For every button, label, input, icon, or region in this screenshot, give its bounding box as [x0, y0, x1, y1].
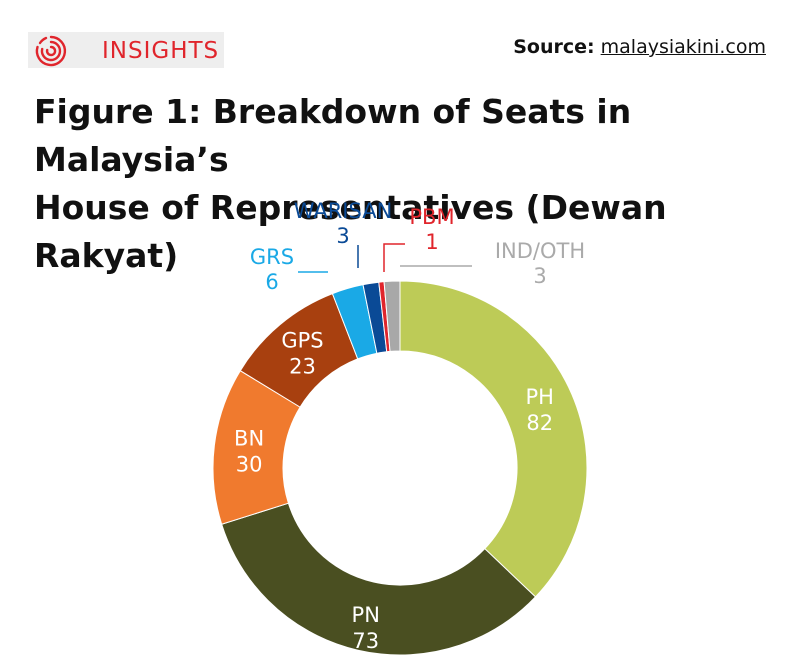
chart-title-line-2: House of Representatives (Dewan Rakyat) [34, 188, 667, 275]
brand-label: INSIGHTS [102, 38, 220, 64]
slice-value-pn: 73 [352, 629, 379, 653]
slice-label-gps: GPS [281, 328, 323, 352]
slice-value-ph: 82 [526, 411, 553, 435]
chart-title: Figure 1: Breakdown of Seats in Malaysia… [34, 88, 774, 280]
slice-pn [221, 502, 537, 656]
slice-label-warisan: WARISAN [294, 199, 393, 223]
leader-line-pbm [383, 243, 405, 272]
slice-label-ind-oth: IND/OTH [495, 239, 585, 263]
insights-logo-icon [35, 35, 67, 67]
slice-value-warisan: 3 [336, 224, 349, 248]
slice-label-bn: BN [234, 427, 264, 451]
slice-label-ph: PH [525, 385, 553, 409]
slice-value-gps: 23 [289, 354, 316, 378]
source-label: Source: [513, 36, 595, 58]
slice-value-ind-oth: 3 [533, 264, 546, 288]
source-credit: Source: malaysiakini.com [513, 36, 766, 58]
slice-label-grs: GRS [250, 245, 294, 269]
slice-label-pn: PN [352, 603, 380, 627]
source-link[interactable]: malaysiakini.com [600, 36, 766, 58]
slice-ph [399, 280, 588, 598]
slice-value-grs: 6 [265, 270, 278, 294]
chart-title-line-1: Figure 1: Breakdown of Seats in Malaysia… [34, 92, 632, 179]
slice-value-pbm: 1 [425, 230, 438, 254]
header: INSIGHTS Source: malaysiakini.com [0, 22, 800, 72]
slice-value-bn: 30 [236, 453, 263, 477]
slice-ind-oth [383, 280, 401, 352]
brand-banner: INSIGHTS [28, 32, 224, 68]
slice-label-pbm: PBM [409, 205, 454, 229]
